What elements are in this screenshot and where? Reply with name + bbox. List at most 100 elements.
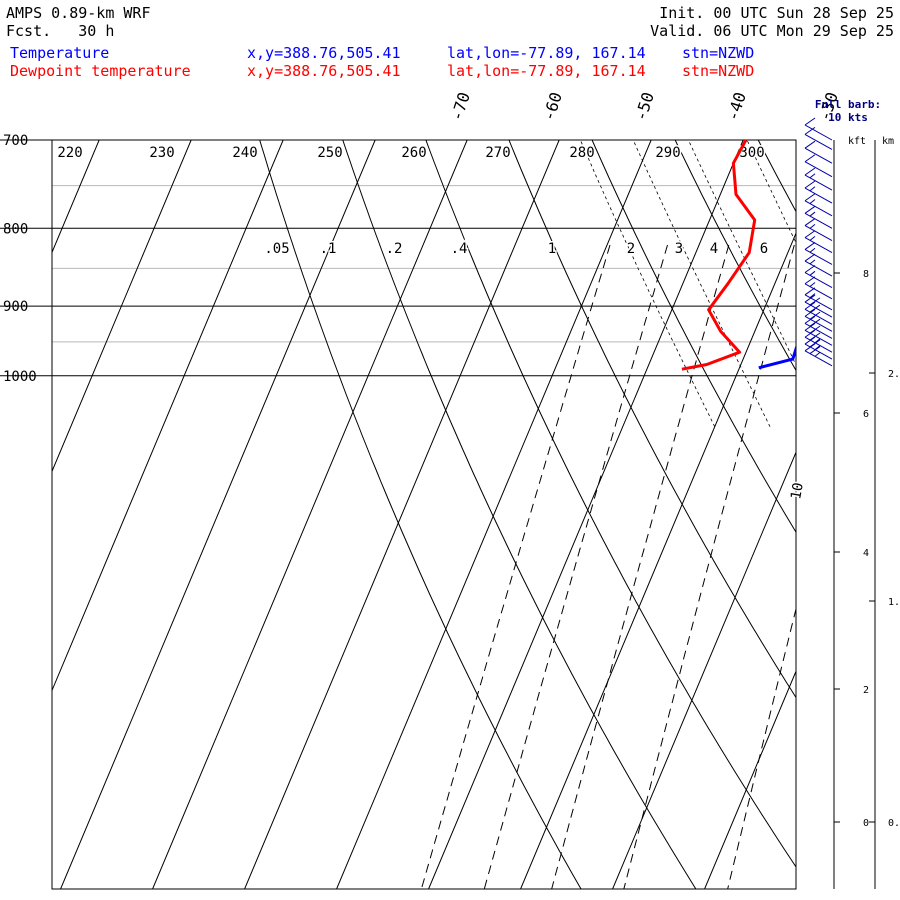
mixing-ratio-line — [420, 244, 611, 889]
barb-half — [809, 270, 816, 276]
dry-adiabat — [508, 140, 796, 699]
isotherm — [797, 140, 900, 889]
isotherm — [520, 231, 796, 889]
dewpoint-latlon: lat,lon=-77.89, 167.14 — [447, 62, 646, 80]
mixing-ratio-line — [483, 244, 668, 889]
barb-staff — [804, 147, 833, 164]
barb-flag — [804, 193, 816, 202]
wind-barb — [804, 343, 833, 367]
mixing-ratio-label: 3 — [675, 241, 683, 257]
isotherm — [52, 140, 192, 473]
mixing-ratio-label: 2 — [627, 241, 635, 257]
km-header: km — [882, 136, 894, 147]
theta-label: 250 — [317, 145, 342, 161]
mixing-ratio-line — [551, 244, 730, 889]
barb-staff — [804, 294, 833, 311]
moist-adiabat-label: 10 — [788, 481, 807, 500]
temperature-xy: x,y=388.76,505.41 — [247, 44, 401, 62]
barb-staff — [804, 249, 833, 265]
isotherm — [336, 140, 652, 889]
wind-barb — [804, 253, 833, 277]
plot-border — [51, 139, 797, 890]
temperature-latlon: lat,lon=-77.89, 167.14 — [447, 44, 646, 62]
barb-flag — [804, 301, 816, 310]
kft-label: 6 — [863, 409, 869, 420]
isotherm — [244, 140, 560, 889]
barb-flag — [804, 287, 816, 296]
wind-key-title: Full barb: — [815, 98, 881, 111]
dewpoint-station: stn=NZWD — [682, 62, 755, 80]
barb-half — [809, 259, 816, 265]
barb-staff — [804, 322, 833, 339]
theta-label: 290 — [655, 145, 680, 161]
mixing-ratio-label: 1 — [548, 241, 556, 257]
barb-flag — [804, 265, 816, 273]
isotherm — [704, 670, 796, 889]
model-title: AMPS 0.89-km WRF — [6, 4, 151, 22]
wind-barb — [804, 315, 833, 339]
barb-flag — [804, 322, 816, 331]
pressure-label: 700 — [3, 133, 28, 149]
forecast-hour: Fcst. 30 h — [6, 22, 115, 40]
kft-label: 4 — [863, 548, 869, 559]
barb-staff — [804, 237, 833, 254]
wind-barb — [804, 308, 833, 332]
kft-label: 8 — [863, 269, 869, 280]
barb-flag — [804, 126, 816, 135]
valid-time: Valid. 06 UTC Mon 29 Sep 25 — [650, 22, 894, 40]
barb-flag — [809, 318, 821, 327]
wind-barb — [804, 242, 833, 265]
wind-barb — [804, 126, 833, 150]
wind-barb — [804, 218, 833, 241]
pressure-label: 900 — [3, 299, 28, 315]
barb-staff — [804, 212, 833, 229]
barb-staff — [804, 225, 833, 241]
moist-adiabat — [579, 140, 716, 427]
isotherm — [60, 140, 376, 889]
barb-half — [809, 223, 816, 229]
wind-barb — [804, 265, 833, 288]
dry-adiabat — [836, 130, 900, 898]
theta-label: 260 — [401, 145, 426, 161]
height-scale: Full barb: 10 kts kft km 0 2 4 6 8 0. 1. 2. — [815, 98, 900, 829]
mixing-ratio-label: 6 — [760, 241, 768, 257]
temperature-tick-label: -70 — [447, 90, 474, 123]
dewpoint-legend: Dewpoint temperature — [10, 62, 191, 80]
barb-staff — [804, 187, 833, 204]
temperature-line — [758, 343, 796, 370]
barb-flag — [804, 253, 816, 262]
wind-barb — [804, 294, 833, 318]
mixing-ratio-label: 4 — [710, 241, 718, 257]
barb-staff — [804, 124, 833, 141]
dry-adiabat — [591, 140, 796, 534]
barb-flag — [804, 343, 816, 352]
temperature-tick-label: -60 — [539, 90, 566, 123]
barb-flag — [804, 140, 816, 149]
dry-adiabat — [425, 140, 796, 868]
dry-adiabat — [342, 140, 697, 889]
wind-barb — [804, 301, 833, 325]
mixing-ratio-line — [727, 606, 796, 889]
barb-flag — [809, 311, 821, 320]
dewpoint-line — [681, 140, 757, 371]
barb-staff — [804, 133, 833, 150]
barb-staff — [804, 260, 833, 277]
dry-adiabat — [259, 140, 582, 889]
km-label: 2. — [888, 369, 900, 380]
kft-header: kft — [848, 136, 866, 147]
temperature-station: stn=NZWD — [682, 44, 755, 62]
axis-labels: 7008009001000-70-60-50-40-30-20-10022023… — [3, 90, 842, 502]
barb-staff — [804, 200, 833, 217]
theta-label: 230 — [149, 145, 174, 161]
mixing-ratio-label: .05 — [264, 241, 289, 257]
barb-flag — [804, 117, 816, 126]
isotherm — [52, 140, 100, 254]
wind-barb — [804, 154, 833, 178]
isotherm — [152, 140, 468, 889]
dewpoint-xy: x,y=388.76,505.41 — [247, 62, 401, 80]
barb-flag — [804, 294, 816, 303]
dry-adiabat — [674, 140, 796, 372]
mixing-ratio-label: .4 — [451, 241, 468, 257]
mixing-ratio-label: .1 — [320, 241, 337, 257]
barb-half — [809, 293, 816, 298]
